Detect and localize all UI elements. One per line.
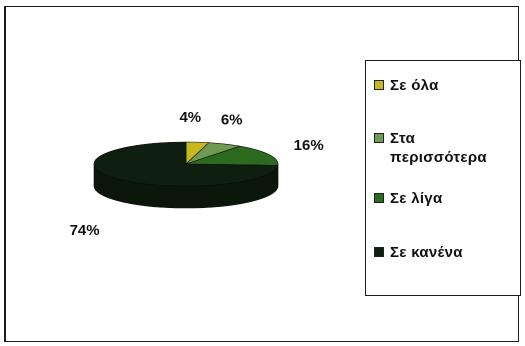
legend-item-none: Σε κανένα bbox=[374, 243, 463, 262]
legend-label-few: Σε λίγα bbox=[390, 190, 443, 207]
slice-few bbox=[185, 145, 279, 166]
legend: Σε όλα Στα περισσότερα Σε λίγα Σε κανένα bbox=[365, 60, 521, 296]
legend-label-most-line1: Στα bbox=[390, 130, 416, 147]
data-label-few: 16% bbox=[294, 137, 324, 154]
legend-swatch-most bbox=[374, 133, 384, 143]
legend-label-all: Σε όλα bbox=[390, 77, 439, 94]
slice-none bbox=[93, 141, 279, 187]
legend-swatch-all bbox=[374, 80, 384, 90]
legend-swatch-few bbox=[374, 193, 384, 203]
legend-item-most: Στα περισσότερα bbox=[374, 129, 487, 167]
data-label-all: 4% bbox=[179, 109, 201, 126]
data-label-none: 74% bbox=[70, 222, 100, 239]
legend-item-all: Σε όλα bbox=[374, 76, 439, 95]
data-label-most: 6% bbox=[221, 112, 243, 129]
legend-label-most-line2: περισσότερα bbox=[390, 149, 487, 166]
legend-item-few: Σε λίγα bbox=[374, 189, 442, 208]
legend-swatch-none bbox=[374, 247, 384, 257]
legend-label-none: Σε κανένα bbox=[390, 244, 463, 261]
legend-label-most: Στα περισσότερα bbox=[390, 129, 487, 167]
